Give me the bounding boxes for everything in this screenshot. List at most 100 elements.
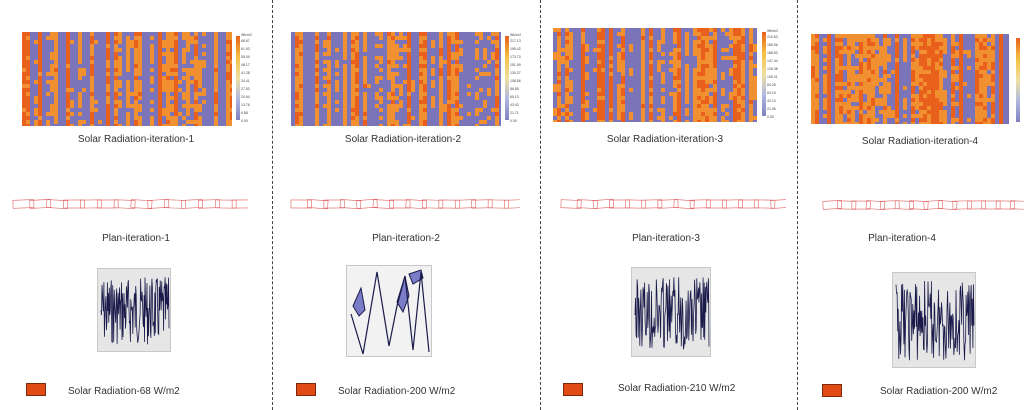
legend-tick-label: 168.50 xyxy=(767,51,778,55)
plan-caption: Plan-iteration-1 xyxy=(102,233,170,244)
plan-panel xyxy=(454,199,477,209)
legend-swatch xyxy=(822,384,842,397)
plan-panel xyxy=(356,198,378,209)
heatmap-cells xyxy=(553,28,757,122)
plan-panel xyxy=(576,199,598,209)
legend-tick-label: 13.76 xyxy=(241,103,250,107)
legend-tick-label: 217.13 xyxy=(510,39,521,43)
heatmap-cells xyxy=(22,32,232,126)
legend-tick-label: 151.99 xyxy=(510,63,521,67)
legend-tick-label: 126.38 xyxy=(767,67,778,71)
heatmap-caption: Solar Radiation-iteration-3 xyxy=(606,134,724,145)
plan-panel xyxy=(147,198,170,209)
plan-outline xyxy=(822,199,1024,211)
heatmap-cells xyxy=(291,32,501,126)
plan-panel xyxy=(290,199,312,209)
plan-panel xyxy=(770,198,786,209)
graph-band xyxy=(352,286,366,317)
graph-line xyxy=(350,271,430,355)
legend-tick-label: 130.27 xyxy=(510,71,521,75)
legend-tick-label: 210.63 xyxy=(767,35,778,39)
graph-line xyxy=(634,277,710,350)
radiation-graph xyxy=(97,268,171,352)
legend-tick-label: 0.00 xyxy=(767,115,774,119)
plan-panel xyxy=(63,199,85,209)
plan-panel xyxy=(405,199,427,210)
radiation-summary: Solar Radiation-68 W/m2 xyxy=(68,386,180,397)
plan-outline xyxy=(12,198,248,210)
plan-panel xyxy=(471,199,493,209)
plan-panel xyxy=(130,199,153,210)
legend-tick-label: 42.13 xyxy=(767,99,776,103)
radiation-graph xyxy=(631,267,711,357)
solar-radiation-heatmap xyxy=(22,32,232,126)
legend-tick-label: 20.64 xyxy=(241,95,250,99)
legend-tick-label: 48.17 xyxy=(241,63,250,67)
legend-tick-label: 147.44 xyxy=(767,59,778,63)
plan-panel xyxy=(164,199,186,209)
legend-tick-label: 6.88 xyxy=(241,111,248,115)
plan-panel xyxy=(673,199,695,210)
legend-tick-label: 27.53 xyxy=(241,87,250,91)
heatmap-caption: Solar Radiation-iteration-4 xyxy=(861,136,979,147)
plan-panel xyxy=(372,199,395,209)
plan-panel xyxy=(181,199,203,209)
plan-panel xyxy=(995,200,1015,210)
solar-radiation-heatmap xyxy=(811,34,1009,124)
plan-panel xyxy=(80,199,102,209)
solar-radiation-heatmap xyxy=(291,32,501,126)
graph-line xyxy=(100,277,170,345)
legend-tick-label: 189.56 xyxy=(767,43,778,47)
legend-tick-label: 195.42 xyxy=(510,47,521,51)
radiation-graph xyxy=(346,265,432,357)
plan-panel xyxy=(966,200,987,210)
heatmap-cells xyxy=(811,34,1009,124)
legend-color-bar xyxy=(505,36,509,120)
plan-panel xyxy=(214,199,237,209)
plan-panel xyxy=(339,199,362,210)
legend-tick-label: 0.00 xyxy=(510,119,517,123)
plan-panel xyxy=(822,200,842,210)
plan-panel xyxy=(323,199,345,209)
legend-tick-label: 84.25 xyxy=(767,83,776,87)
legend-tick-label: 43.42 xyxy=(510,103,519,107)
legend-tick-label: 63.19 xyxy=(767,91,776,95)
column-divider xyxy=(797,0,798,410)
plan-panel xyxy=(487,199,509,209)
radiation-summary: Solar Radiation-200 W/m2 xyxy=(338,386,456,397)
plan-panel xyxy=(504,199,520,209)
plan-panel xyxy=(438,199,460,209)
column-divider xyxy=(540,0,541,410)
radiation-graph xyxy=(892,272,976,368)
plan-panel xyxy=(1010,200,1024,210)
plan-panel xyxy=(12,199,35,209)
legend-tick-label: 21.71 xyxy=(510,111,519,115)
plan-panel xyxy=(923,199,943,210)
plan-caption: Plan-iteration-4 xyxy=(868,233,936,244)
legend-swatch xyxy=(563,383,583,396)
plan-panel xyxy=(865,200,886,211)
heatmap-caption: Solar Radiation-iteration-1 xyxy=(77,134,195,145)
plan-panel xyxy=(29,199,52,209)
plan-panel xyxy=(657,199,679,209)
legend-tick-label: 86.85 xyxy=(510,87,519,91)
plan-panel xyxy=(689,199,711,209)
legend-swatch xyxy=(26,383,46,396)
column-divider xyxy=(272,0,273,410)
legend-title: Wh/m2 xyxy=(767,29,779,33)
plan-panel xyxy=(389,199,411,209)
plan-panel xyxy=(952,200,972,210)
radiation-summary: Solar Radiation-210 W/m2 xyxy=(618,383,736,394)
plan-panel xyxy=(113,199,136,209)
plan-panel xyxy=(231,199,248,209)
legend-tick-label: 108.56 xyxy=(510,79,521,83)
radiation-summary: Solar Radiation-200 W/m2 xyxy=(880,386,998,397)
legend-tick-label: 21.06 xyxy=(767,107,776,111)
plan-panel xyxy=(641,199,663,209)
solar-radiation-heatmap xyxy=(553,28,757,122)
legend-tick-label: 173.70 xyxy=(510,55,521,59)
plan-panel xyxy=(96,199,119,209)
legend-tick-label: 34.41 xyxy=(241,79,250,83)
plan-panel xyxy=(837,200,857,210)
legend-color-bar xyxy=(1016,38,1020,122)
